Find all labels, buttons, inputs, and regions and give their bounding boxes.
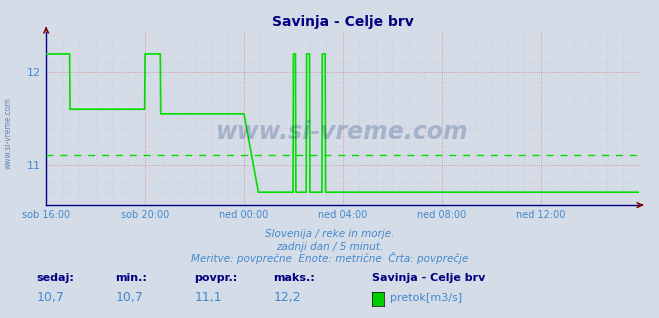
Text: pretok[m3/s]: pretok[m3/s] [390, 293, 462, 302]
Text: Slovenija / reke in morje.: Slovenija / reke in morje. [265, 229, 394, 239]
Text: maks.:: maks.: [273, 273, 315, 283]
Text: zadnji dan / 5 minut.: zadnji dan / 5 minut. [276, 242, 383, 252]
Text: 12,2: 12,2 [273, 291, 301, 303]
Text: povpr.:: povpr.: [194, 273, 238, 283]
Text: Savinja - Celje brv: Savinja - Celje brv [372, 273, 486, 283]
Text: sedaj:: sedaj: [36, 273, 74, 283]
Text: www.si-vreme.com: www.si-vreme.com [216, 120, 469, 144]
Text: 11,1: 11,1 [194, 291, 222, 303]
Text: min.:: min.: [115, 273, 147, 283]
Text: 10,7: 10,7 [36, 291, 64, 303]
Text: Meritve: povprečne  Enote: metrične  Črta: povprečje: Meritve: povprečne Enote: metrične Črta:… [191, 252, 468, 264]
Text: 10,7: 10,7 [115, 291, 143, 303]
Text: www.si-vreme.com: www.si-vreme.com [3, 98, 13, 169]
Title: Savinja - Celje brv: Savinja - Celje brv [272, 15, 414, 29]
